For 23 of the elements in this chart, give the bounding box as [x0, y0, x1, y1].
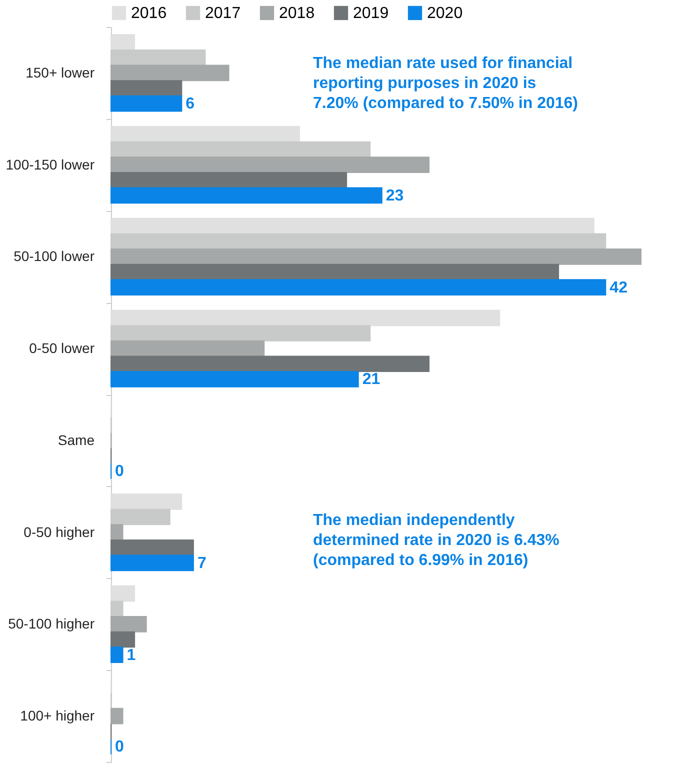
data-label: 42 [610, 279, 628, 296]
y-tick-label: 50-100 higher [8, 616, 95, 632]
data-label: 23 [386, 187, 404, 204]
legend-label: 2019 [353, 5, 389, 22]
y-tick-label: 0-50 lower [29, 340, 95, 356]
legend-label: 2017 [205, 5, 241, 22]
data-label: 6 [186, 96, 195, 113]
y-tick-label: 150+ lower [26, 64, 95, 80]
y-tick-label: 100-150 lower [6, 156, 95, 172]
data-label: 7 [197, 554, 206, 572]
annotation: The median rate used for financial reporting purposes in 2020 is 7.20% (compared to 7.50% in 2016) [313, 55, 578, 112]
legend-label: 2020 [427, 5, 463, 22]
y-tick-label: 50-100 lower [14, 248, 95, 264]
legend-label: 2018 [279, 5, 315, 22]
data-label: 0 [115, 738, 124, 756]
y-tick-label: 0-50 higher [24, 524, 95, 540]
data-label: 0 [115, 463, 124, 480]
legend-label: 2016 [131, 5, 167, 22]
annotation: The median independently determined rate in 2020 is 6.43% (compared to 6.99% in 2016) [313, 512, 560, 569]
data-label: 1 [126, 646, 136, 664]
y-tick-label: Same [58, 432, 95, 448]
data-label: 21 [362, 371, 380, 388]
y-tick-label: 100+ higher [20, 708, 95, 724]
